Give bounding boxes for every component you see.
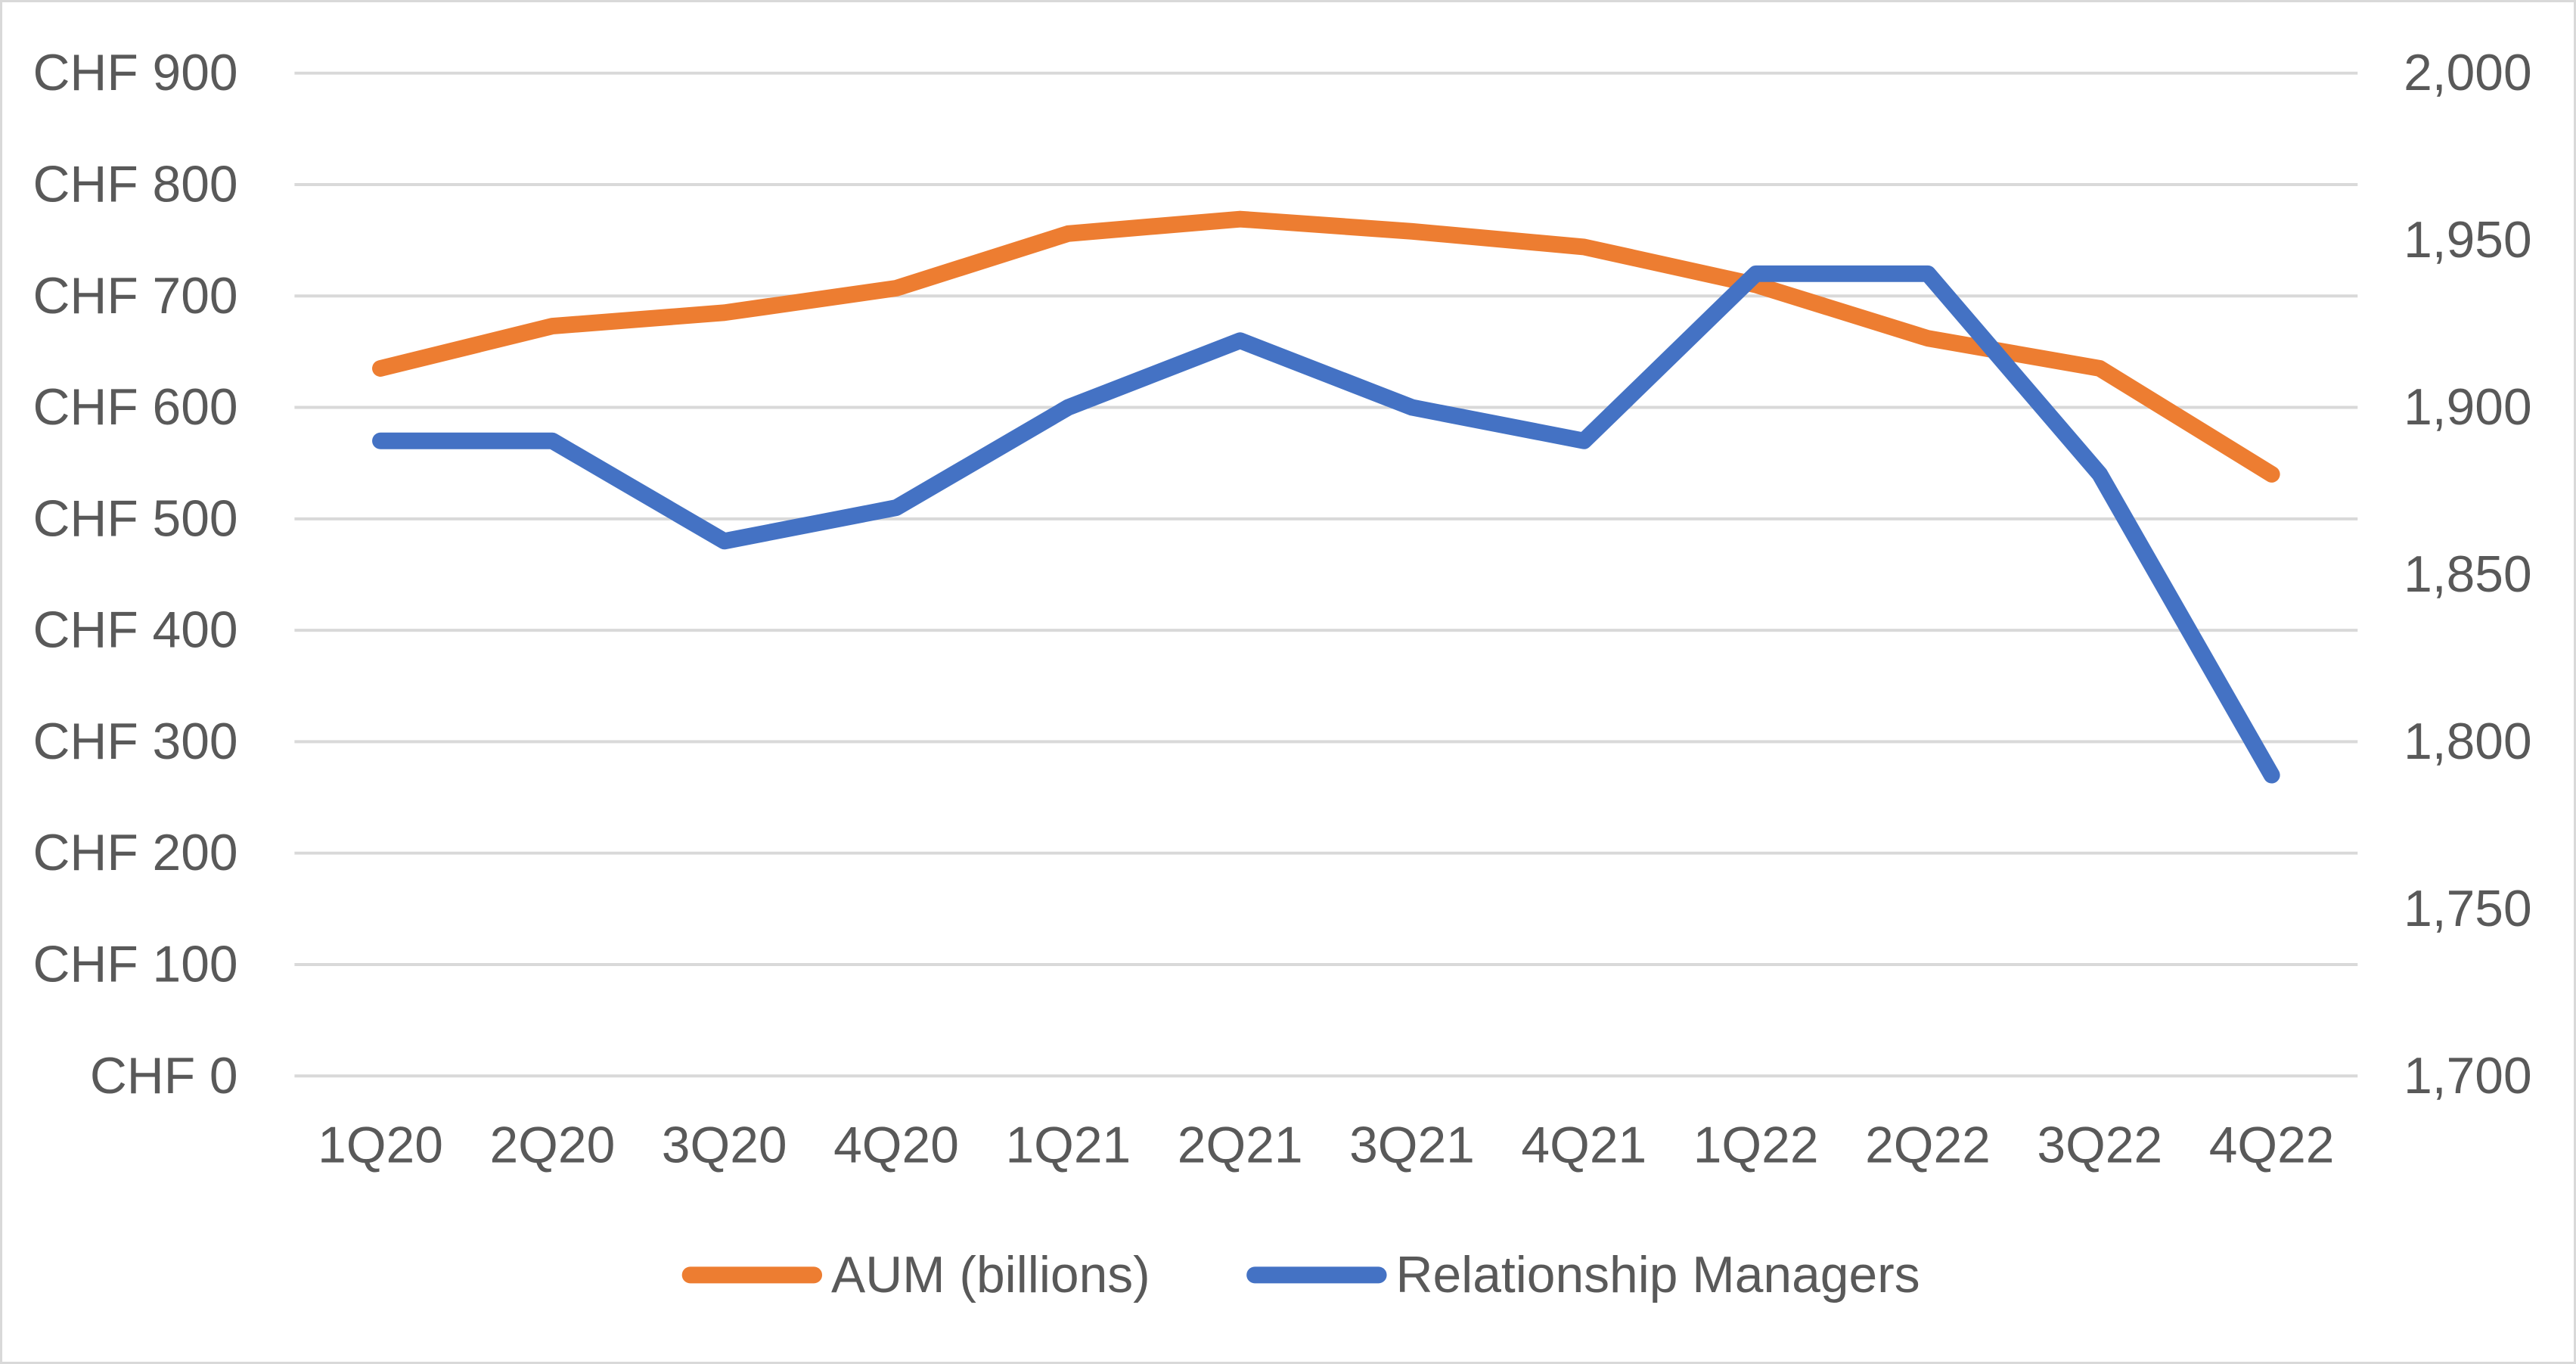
aum-line	[372, 210, 2280, 483]
left-axis-tick-label: CHF 900	[33, 45, 237, 101]
right-axis-tick-label: 1,900	[2404, 379, 2532, 436]
legend-label-relationship-managers: Relationship Managers	[1396, 1247, 1920, 1303]
x-axis-tick-label: 2Q22	[1865, 1117, 1991, 1173]
x-axis-tick-label: 3Q21	[1349, 1117, 1475, 1173]
left-axis-tick-label: CHF 500	[33, 490, 237, 547]
x-axis-tick-label: 2Q21	[1178, 1117, 1303, 1173]
x-axis-tick-label: 3Q22	[2037, 1117, 2162, 1173]
left-axis-tick-label: CHF 400	[33, 602, 237, 659]
right-axis-tick-label: 1,800	[2404, 713, 2532, 770]
left-axis-tick-label: CHF 0	[90, 1048, 238, 1105]
x-axis-tick-label: 4Q20	[833, 1117, 959, 1173]
right-axis-tick-label: 1,700	[2404, 1048, 2532, 1105]
left-axis-tick-label: CHF 300	[33, 713, 237, 770]
left-axis-tick-label: CHF 100	[33, 936, 237, 993]
x-axis-tick-label: 1Q20	[318, 1117, 443, 1173]
left-axis-tick-label: CHF 700	[33, 268, 237, 325]
right-axis-tick-label: 1,850	[2404, 546, 2532, 603]
left-axis-tick-label: CHF 800	[33, 156, 237, 213]
x-axis-tick-label: 3Q20	[662, 1117, 787, 1173]
x-axis-tick-label: 2Q20	[489, 1117, 615, 1173]
relationship-managers-line	[372, 265, 2280, 784]
left-axis-tick-label: CHF 200	[33, 825, 237, 881]
x-axis-tick-label: 4Q21	[1521, 1117, 1646, 1173]
x-axis-tick-label: 1Q22	[1693, 1117, 1819, 1173]
right-axis-tick-label: 1,950	[2404, 212, 2532, 269]
left-axis-tick-label: CHF 600	[33, 379, 237, 436]
x-axis-tick-label: 4Q22	[2209, 1117, 2335, 1173]
right-axis-tick-label: 2,000	[2404, 45, 2532, 101]
right-axis-tick-label: 1,750	[2404, 881, 2532, 937]
legend-label-aum: AUM (billions)	[831, 1247, 1150, 1303]
x-axis-tick-label: 1Q21	[1005, 1117, 1131, 1173]
